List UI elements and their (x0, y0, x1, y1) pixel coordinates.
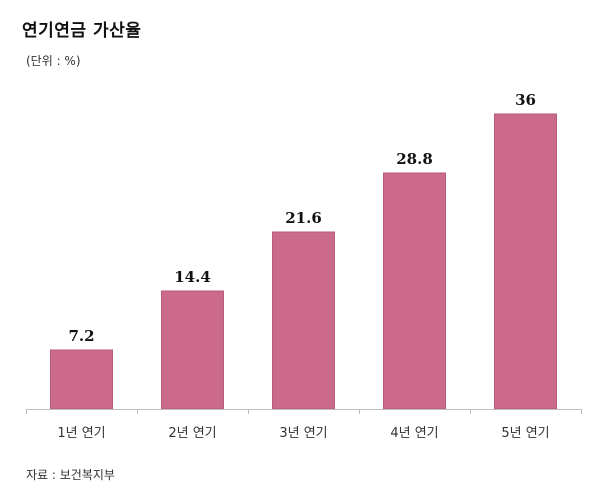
x-tick-label-2: 2년 연기 (168, 426, 216, 441)
bar-1 (50, 349, 113, 410)
x-tick-label-3: 3년 연기 (279, 426, 327, 441)
data-label-4: 28.8 (396, 150, 433, 168)
data-label-2: 14.4 (174, 268, 211, 286)
x-tick-label-4: 4년 연기 (390, 426, 438, 441)
bar-3 (272, 231, 335, 410)
bar-2 (161, 290, 224, 410)
bar-4 (383, 172, 446, 410)
data-label-1: 7.2 (68, 327, 94, 345)
data-label-3: 21.6 (285, 209, 322, 227)
unit-label: (단위 : %) (26, 54, 81, 68)
labels-layer: 7.2 1년 연기 14.4 2년 연기 21.6 3년 연기 28.8 4년 연기 36 5년 … (57, 91, 549, 441)
chart-title: 연기연금 가산율 (22, 21, 142, 41)
data-label-5: 36 (515, 91, 536, 109)
ticks-layer (26, 409, 582, 414)
x-tick-label-5: 5년 연기 (501, 426, 549, 441)
source-note: 자료 : 보건복지부 (26, 468, 115, 482)
bars-layer (50, 113, 557, 410)
x-tick-label-1: 1년 연기 (57, 426, 105, 441)
bar-5 (494, 113, 557, 410)
